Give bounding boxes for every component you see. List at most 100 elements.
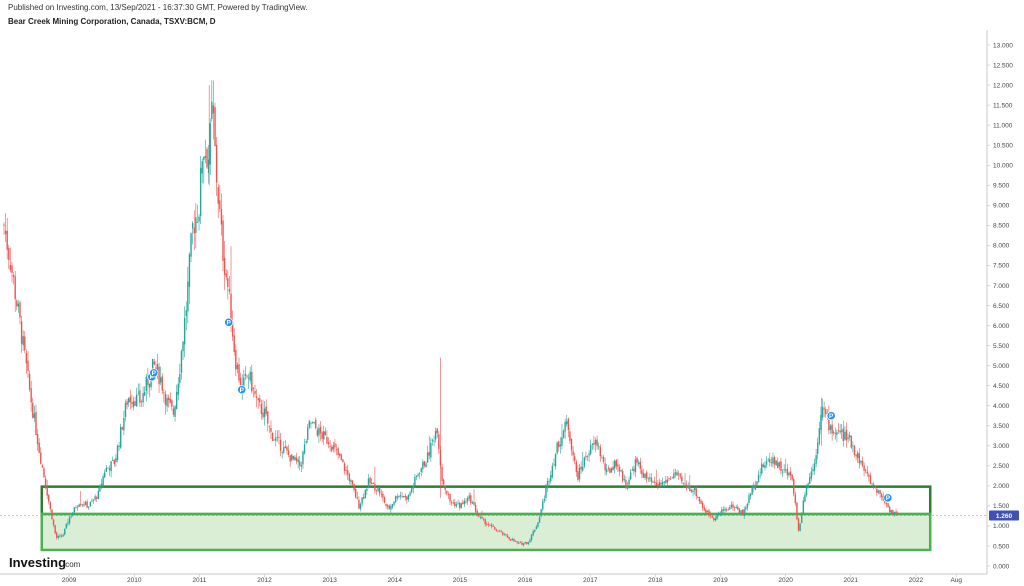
candle-body (538, 517, 541, 523)
candle-body (470, 495, 472, 504)
candle-body (418, 472, 421, 474)
candle-body (588, 453, 590, 456)
candle-body (331, 446, 333, 451)
candle-body (118, 445, 120, 447)
candle-body (409, 492, 411, 496)
candle-body (57, 536, 60, 538)
candle-body (276, 436, 279, 438)
candle-body (671, 477, 673, 479)
candle-body (159, 377, 162, 383)
event-marker-icon[interactable]: P (826, 411, 836, 421)
candle-body (449, 494, 451, 502)
candle-body (773, 457, 776, 465)
x-axis-ticks: 2009 2010 2011 2012 2013 2014 2015 2016 2017 2018… (62, 574, 962, 584)
candle-body (123, 417, 125, 431)
event-marker-dot[interactable] (237, 385, 247, 395)
y-tick-label: 12.000 (993, 82, 1013, 89)
candle-body (484, 519, 486, 525)
candle-body (559, 444, 562, 447)
candle-body (249, 371, 251, 381)
candle-body (337, 448, 339, 456)
y-tick-label: 6.500 (993, 303, 1010, 310)
candle-body (601, 457, 603, 459)
candle-body (666, 479, 669, 483)
candle-body (767, 459, 769, 461)
candle-body (743, 509, 745, 516)
candle-body (444, 485, 446, 490)
candle-body (164, 393, 167, 405)
candle-body (487, 524, 490, 525)
event-marker-icon[interactable]: P (149, 368, 159, 378)
event-marker-dot[interactable] (883, 493, 893, 503)
event-marker-icon[interactable]: P (883, 493, 893, 503)
candle-body (717, 513, 720, 516)
candle-body (281, 451, 283, 453)
candle-body (566, 421, 568, 425)
y-tick-label: 6.000 (993, 323, 1010, 330)
candle-body (561, 437, 563, 446)
candle-body (214, 107, 216, 146)
candle-body (402, 496, 405, 498)
candle-body (370, 482, 373, 485)
event-marker-dot[interactable] (826, 411, 836, 421)
candle-body (807, 483, 809, 488)
candle-body (203, 156, 205, 160)
candle-body (629, 472, 632, 480)
candle-body (482, 518, 485, 520)
candle-body (636, 457, 638, 463)
y-tick-label: 13.000 (993, 42, 1013, 49)
event-marker-dot[interactable] (149, 368, 159, 378)
event-marker-label: P (240, 387, 245, 394)
candle-body (834, 433, 837, 434)
candle-body (574, 456, 576, 461)
candle-body (38, 442, 40, 453)
candle-body (669, 478, 672, 480)
candle-body (848, 435, 851, 438)
event-marker-icon[interactable]: P (237, 385, 247, 395)
candle-body (225, 273, 227, 278)
candle-body (191, 223, 194, 229)
event-marker-dot[interactable] (224, 317, 234, 327)
candle-body (52, 519, 55, 526)
candle-body (81, 504, 84, 506)
candle-body (780, 461, 782, 472)
candle-body (815, 455, 817, 464)
candle-body (324, 431, 327, 435)
candle-body (49, 502, 52, 509)
candle-body (548, 481, 550, 483)
candle-body (868, 474, 870, 477)
candle-body (495, 529, 498, 532)
candle-body (441, 467, 443, 482)
candle-body (372, 482, 374, 484)
candle-body (327, 442, 330, 445)
event-marker-icon[interactable]: P (224, 317, 234, 327)
candle-body (12, 274, 15, 277)
event-marker-label: P (227, 320, 232, 327)
candle-body (642, 472, 645, 478)
candle-body (6, 230, 8, 250)
candle-body (725, 509, 728, 511)
candle-body (645, 472, 648, 479)
candle-body (586, 456, 589, 458)
candle-body (583, 457, 586, 467)
candle-body (454, 502, 456, 507)
candle-body (741, 509, 744, 516)
candle-body (785, 469, 787, 471)
candle-body (377, 487, 379, 491)
candle-body (425, 463, 427, 467)
candle-body (92, 499, 95, 501)
x-tick-label: 2009 (62, 577, 77, 584)
candle-body (335, 449, 338, 451)
candle-body (676, 472, 678, 476)
candle-body (598, 446, 600, 448)
candle-body (104, 472, 106, 478)
candle-body (805, 487, 808, 496)
candle-body (56, 532, 58, 538)
candle-body (246, 375, 248, 377)
candle-body (270, 427, 272, 432)
candle-body (677, 473, 680, 475)
candle-body (698, 497, 701, 502)
candle-body (110, 461, 112, 472)
candle-body (668, 477, 670, 479)
